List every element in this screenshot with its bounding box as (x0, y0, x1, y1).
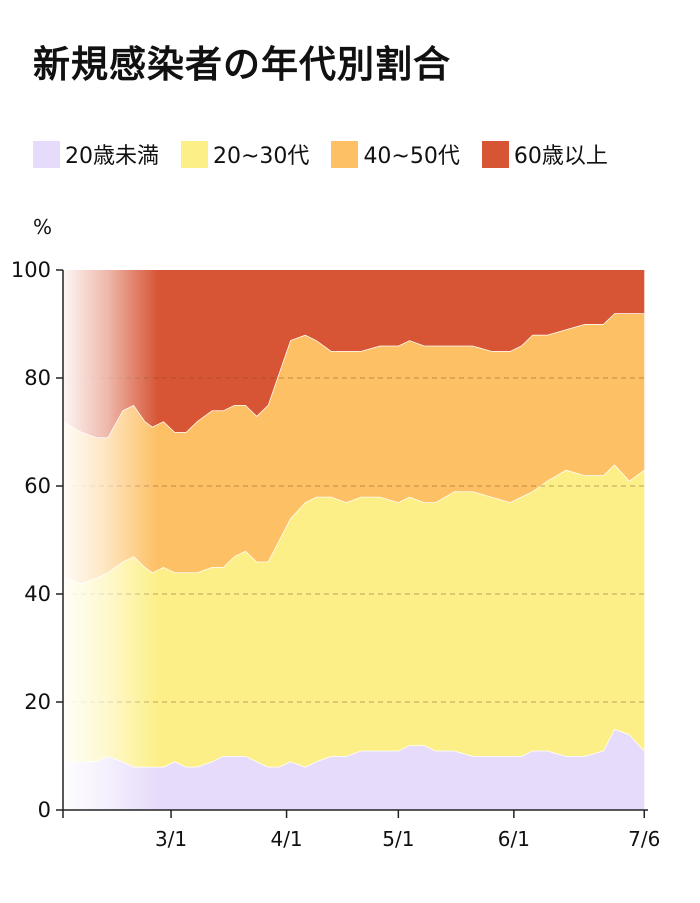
y-tick-label-60: 60 (24, 474, 51, 498)
legend: 20歳未満 20~30代 40~50代 60歳以上 (33, 138, 630, 170)
area-layers (62, 270, 645, 810)
area-40s-50s (63, 313, 645, 584)
legend-label-20s-30s: 20~30代 (213, 144, 310, 169)
y-tick-label-20: 20 (24, 690, 51, 714)
legend-swatch-40s-50s (331, 140, 359, 168)
area-20s-30s (63, 464, 645, 767)
y-tick-label-100: 100 (11, 258, 51, 282)
chart-title: 新規感染者の年代別割合 (33, 43, 451, 86)
x-tick-label-5: 7/6 (628, 827, 660, 851)
y-tick-label-0: 0 (38, 798, 51, 822)
legend-swatch-20s-30s (181, 140, 208, 168)
legend-swatch-under-20 (33, 140, 60, 168)
legend-label-40s-50s: 40~50代 (363, 144, 460, 169)
legend-item-under-20: 20歳未満 (33, 138, 159, 170)
legend-swatch-60-plus (481, 140, 509, 168)
grid-lines (63, 377, 648, 703)
area-under-20 (63, 729, 645, 810)
x-tick-label-1: 3/1 (155, 827, 187, 851)
y-tick-label-80: 80 (24, 366, 51, 390)
x-tick-label-3: 5/1 (382, 827, 414, 851)
left-fade-overlay (63, 270, 158, 810)
x-tick-label-4: 6/1 (498, 827, 530, 851)
x-tick-label-2: 4/1 (270, 827, 302, 851)
axes: 0 20 40 60 80 100 3/1 4/1 5/1 6/1 7/6 (11, 258, 660, 851)
legend-label-60-plus: 60歳以上 (513, 144, 608, 169)
legend-item-40s-50s: 40~50代 (331, 138, 460, 170)
legend-item-20s-30s: 20~30代 (181, 138, 309, 170)
y-tick-label-40: 40 (24, 582, 51, 606)
legend-label-under-20: 20歳未満 (65, 144, 159, 169)
y-axis-unit-label: % (33, 215, 53, 239)
area-60-plus (63, 270, 645, 438)
legend-item-60-plus: 60歳以上 (481, 138, 608, 170)
